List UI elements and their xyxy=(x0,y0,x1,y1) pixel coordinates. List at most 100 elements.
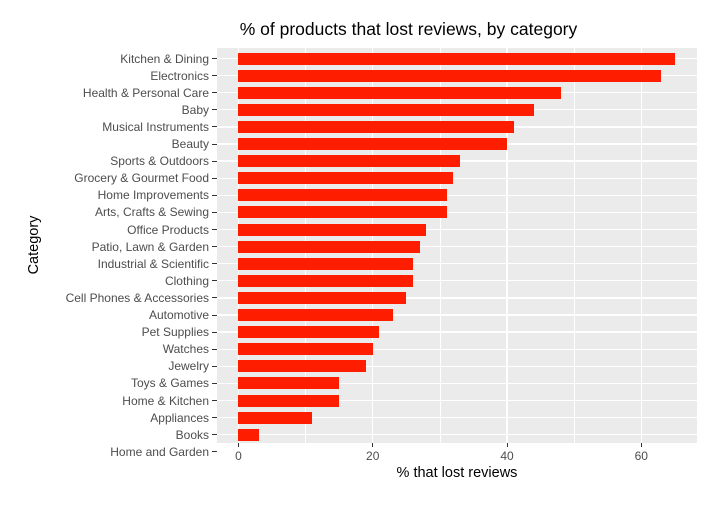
y-tick-label: Pet Supplies xyxy=(141,325,209,340)
x-tick-mark xyxy=(372,443,374,447)
y-tick-mark xyxy=(212,177,217,179)
horizontal-gridline xyxy=(217,331,697,333)
minor-gridline xyxy=(573,48,575,443)
horizontal-gridline xyxy=(217,177,697,179)
horizontal-gridline xyxy=(217,416,697,419)
horizontal-gridline xyxy=(217,263,697,265)
x-tick-mark xyxy=(506,443,508,447)
y-tick-label: Beauty xyxy=(171,137,209,151)
bar xyxy=(238,52,675,65)
y-tick-mark xyxy=(212,297,217,299)
y-tick-mark xyxy=(212,280,217,282)
y-tick-label: Musical Instruments xyxy=(102,119,209,134)
y-tick-mark xyxy=(212,229,217,230)
y-axis-title: Category xyxy=(26,215,42,275)
horizontal-gridline xyxy=(217,314,697,316)
y-tick-label: Home Improvements xyxy=(97,188,209,203)
major-gridline xyxy=(640,48,642,443)
y-tick-label: Industrial & Scientific xyxy=(97,256,209,271)
horizontal-gridline xyxy=(217,297,697,299)
bar xyxy=(238,103,534,116)
x-tick-label: 40 xyxy=(500,449,514,463)
y-tick-mark xyxy=(212,194,217,196)
horizontal-gridline xyxy=(217,280,697,282)
y-tick-mark xyxy=(212,331,217,333)
y-tick-mark xyxy=(212,365,217,367)
horizontal-gridline xyxy=(217,399,697,402)
horizontal-gridline xyxy=(217,211,697,214)
y-tick-label: Books xyxy=(175,427,209,442)
y-tick-label: Home and Garden xyxy=(110,444,209,459)
bar xyxy=(238,326,380,339)
horizontal-gridline xyxy=(217,365,697,367)
bar xyxy=(238,240,420,253)
y-tick-mark xyxy=(212,382,217,384)
horizontal-gridline xyxy=(217,228,697,231)
y-tick-label: Kitchen & Dining xyxy=(120,51,209,66)
y-tick-label: Automotive xyxy=(148,308,209,322)
y-tick-mark xyxy=(212,92,217,94)
y-tick-label: Home & Kitchen xyxy=(122,393,209,408)
y-tick-mark xyxy=(212,58,217,59)
y-tick-mark xyxy=(212,75,217,77)
y-tick-label: Arts, Crafts & Sewing xyxy=(94,205,209,220)
minor-gridline xyxy=(439,48,441,443)
y-tick-label: Patio, Lawn & Garden xyxy=(91,239,209,254)
y-tick-mark xyxy=(212,160,217,162)
x-axis-title: % that lost reviews xyxy=(396,465,518,481)
bar xyxy=(238,360,367,373)
bar xyxy=(238,86,561,99)
y-tick-mark xyxy=(212,400,217,401)
bar xyxy=(238,69,662,82)
y-tick-label: Baby xyxy=(181,102,209,117)
horizontal-gridline xyxy=(217,245,697,248)
y-tick-label: Watches xyxy=(162,342,209,357)
y-tick-label: Health & Personal Care xyxy=(82,85,209,100)
plot-panel xyxy=(217,48,697,443)
chart-title: % of products that lost reviews, by cate… xyxy=(239,19,578,39)
bar xyxy=(238,120,514,133)
horizontal-gridline xyxy=(217,348,697,350)
major-gridline xyxy=(506,48,508,443)
bar xyxy=(238,257,413,270)
y-tick-label: Toys & Games xyxy=(130,376,209,391)
bar xyxy=(238,377,340,390)
bar xyxy=(238,394,340,407)
y-tick-mark xyxy=(212,246,217,248)
bar xyxy=(238,189,447,202)
horizontal-gridline xyxy=(217,434,697,436)
bar xyxy=(238,155,460,168)
y-tick-mark xyxy=(212,314,217,316)
y-tick-label: Clothing xyxy=(164,273,209,288)
x-tick-mark xyxy=(640,443,642,447)
bar xyxy=(238,343,373,356)
x-tick-mark xyxy=(237,443,239,447)
y-tick-mark xyxy=(212,451,217,453)
x-tick-label: 60 xyxy=(634,449,648,463)
horizontal-gridline xyxy=(217,194,697,196)
y-tick-mark xyxy=(212,126,217,128)
y-tick-mark xyxy=(212,211,217,213)
y-tick-mark xyxy=(212,417,217,419)
y-tick-mark xyxy=(212,434,217,436)
bar xyxy=(238,172,454,185)
bar xyxy=(238,428,259,441)
y-tick-mark xyxy=(212,348,217,350)
bar xyxy=(238,274,413,287)
y-tick-label: Sports & Outdoors xyxy=(110,154,209,169)
bar xyxy=(238,223,427,236)
y-tick-label: Office Products xyxy=(127,222,209,237)
y-tick-label: Jewelry xyxy=(168,359,209,374)
bar xyxy=(238,206,447,219)
y-tick-label: Grocery & Gourmet Food xyxy=(74,171,209,186)
horizontal-gridline xyxy=(217,382,697,385)
y-tick-mark xyxy=(212,263,217,265)
y-tick-label: Cell Phones & Accessories xyxy=(65,290,209,305)
x-tick-label: 20 xyxy=(366,449,380,463)
y-tick-mark xyxy=(212,143,217,145)
x-tick-label: 0 xyxy=(235,449,242,463)
bar xyxy=(238,138,507,150)
bar xyxy=(238,309,393,321)
y-tick-label: Electronics xyxy=(150,68,209,83)
bar xyxy=(238,411,313,424)
